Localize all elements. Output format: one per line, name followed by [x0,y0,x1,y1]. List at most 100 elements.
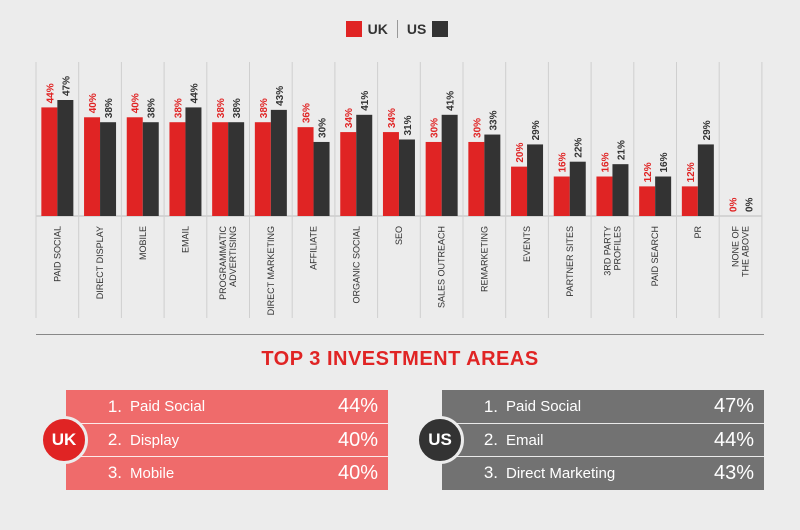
category-label: DIRECT DISPLAY [95,226,105,299]
category-label: THE ABOVE [741,226,751,277]
data-label-us: 38% [104,98,115,118]
data-label-uk: 38% [259,98,270,118]
us-top3-panel: 1. Paid Social 47% 2. Email 44% 3. Direc… [442,390,764,490]
list-item: 2. Email 44% [442,423,764,456]
item-number: 2. [483,430,498,449]
data-label-us: 38% [232,98,243,118]
item-label: Mobile [130,464,175,482]
item-number: 3. [483,463,498,482]
data-label-uk: 12% [686,162,697,182]
data-label-us: 38% [147,98,158,118]
category-label: AFFILIATE [309,226,319,270]
bar-uk [639,186,656,216]
bar-uk [126,117,143,216]
category-label: DIRECT MARKETING [266,226,276,315]
data-label-us: 43% [275,86,286,106]
category-label: ADVERTISING [228,226,238,287]
data-label-uk: 0% [729,197,740,212]
bar-us [569,161,586,216]
item-label: Paid Social [506,398,582,415]
category-label: EMAIL [180,226,190,253]
item-percent: 47% [713,395,754,417]
item-percent: 44% [337,395,378,417]
list-item: 1. Paid Social 44% [66,390,388,423]
category-label: EVENTS [522,226,532,262]
data-label-uk: 12% [643,162,654,182]
section-title: TOP 3 INVESTMENT AREAS [261,348,539,370]
item-percent: 44% [713,428,754,451]
category-label: SALES OUTREACH [437,226,447,308]
list-item: 3. Mobile 40% [66,456,388,489]
bar-uk [41,107,58,216]
bar-us [57,100,74,216]
bar-us [100,122,117,216]
data-label-uk: 30% [472,118,483,138]
bar-uk [254,122,271,216]
bar-us [185,107,202,216]
data-label-us: 22% [574,138,585,158]
data-label-uk: 34% [344,108,355,128]
legend-separator [396,20,398,38]
data-label-uk: 40% [88,93,99,113]
category-label: PROGRAMMATIC [218,226,228,300]
data-label-us: 29% [531,120,542,140]
legend-label-uk: UK [367,21,388,37]
item-percent: 43% [713,461,754,484]
category-label: PROFILES [612,226,622,271]
bar-us [142,122,159,216]
bar-us [612,164,629,216]
bar-uk [84,117,101,216]
bar-us [697,144,714,216]
data-label-uk: 16% [600,152,611,172]
bar-uk [681,186,698,216]
category-label: PAID SEARCH [650,226,660,286]
data-label-uk: 34% [387,108,398,128]
data-label-us: 16% [659,152,670,172]
bar-us [655,176,672,216]
bar-chart: 44% 47% PAID SOCIAL 40% 38% DIRECT DISPLAY 40%… [35,62,763,318]
item-percent: 40% [337,461,378,484]
bar-uk [468,141,485,216]
data-label-us: 41% [446,91,457,111]
item-number: 2. [107,430,122,449]
data-label-us: 29% [702,120,713,140]
us-badge: US [416,416,464,464]
list-item: 3. Direct Marketing 43% [442,456,764,489]
category-label: REMARKETING [479,226,489,292]
bar-uk [169,122,186,216]
category-label: ORGANIC SOCIAL [351,226,361,304]
uk-top3-panel: 1. Paid Social 44% 2. Display 40% 3. Mob… [66,390,388,490]
data-label-uk: 20% [515,143,526,163]
bar-uk [340,132,357,216]
uk-badge: UK [40,416,88,464]
legend-swatch-us [432,21,449,37]
category-label: NONE OF [731,226,741,268]
item-label: Display [130,431,180,449]
legend-swatch-uk [345,21,362,37]
item-label: Direct Marketing [506,464,616,482]
item-label: Paid Social [130,398,206,415]
bar-uk [511,166,528,216]
bar-us [270,109,287,216]
legend-item-us: US [407,21,454,37]
data-label-us: 47% [61,76,72,96]
data-label-us: 21% [616,140,627,160]
item-number: 1. [107,396,122,416]
bar-us [398,139,415,216]
data-label-uk: 38% [216,98,227,118]
category-label: PAID SOCIAL [52,226,62,282]
divider [36,334,764,335]
legend: UK US [0,20,800,38]
category-label: MOBILE [138,226,148,260]
bar-uk [382,132,399,216]
bar-us [527,144,544,216]
bar-us [228,122,245,216]
bar-uk [212,122,229,216]
item-label: Email [506,431,544,449]
data-label-uk: 36% [302,103,313,123]
bar-us [356,114,373,216]
data-label-uk: 30% [430,118,441,138]
item-number: 3. [107,463,122,482]
data-label-us: 30% [318,118,329,138]
bar-uk [297,127,314,216]
